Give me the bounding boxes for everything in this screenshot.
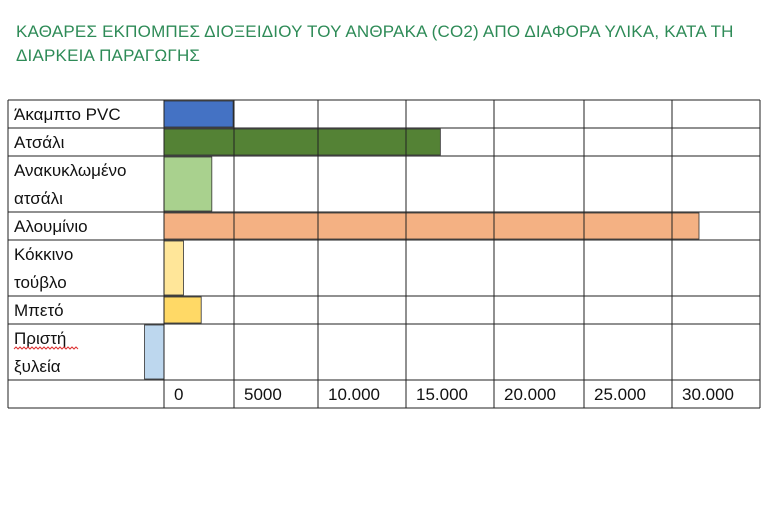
category-label: τούβλο [14, 273, 67, 292]
x-tick-label: 0 [174, 385, 183, 404]
category-label: Αλουμίνιο [14, 217, 88, 236]
bar-2 [163, 128, 441, 156]
category-label: Κόκκινο [14, 245, 73, 264]
chart-title: ΚΑΘΑΡΕΣ ΕΚΠΟΜΠΕΣ ΔΙΟΞΕΙΔΙΟΥ ΤΟΥ ΑΝΘΡΑΚΑ … [16, 22, 734, 65]
x-tick-label: 30.000 [682, 385, 734, 404]
x-tick-label: 15.000 [416, 385, 468, 404]
category-label: Μπετό [14, 301, 64, 320]
category-label: Ανακυκλωμένο [14, 161, 127, 180]
x-tick-label: 10.000 [328, 385, 380, 404]
category-label: Πριστή [14, 329, 66, 348]
category-label: Άκαμπτο PVC [14, 105, 121, 124]
spellcheck-underline [13, 346, 79, 350]
bar-3 [163, 156, 213, 212]
category-label: ατσάλι [14, 189, 63, 208]
bar-1 [163, 100, 234, 128]
x-tick-label: 25.000 [594, 385, 646, 404]
x-tick-label: 20.000 [504, 385, 556, 404]
category-label: Ατσάλι [14, 133, 65, 152]
category-label: ξυλεία [14, 357, 61, 376]
x-tick-label: 5000 [244, 385, 282, 404]
bar-6 [163, 296, 202, 324]
bar-7 [144, 324, 165, 380]
bar-4 [163, 212, 700, 240]
bar-5 [163, 240, 184, 296]
